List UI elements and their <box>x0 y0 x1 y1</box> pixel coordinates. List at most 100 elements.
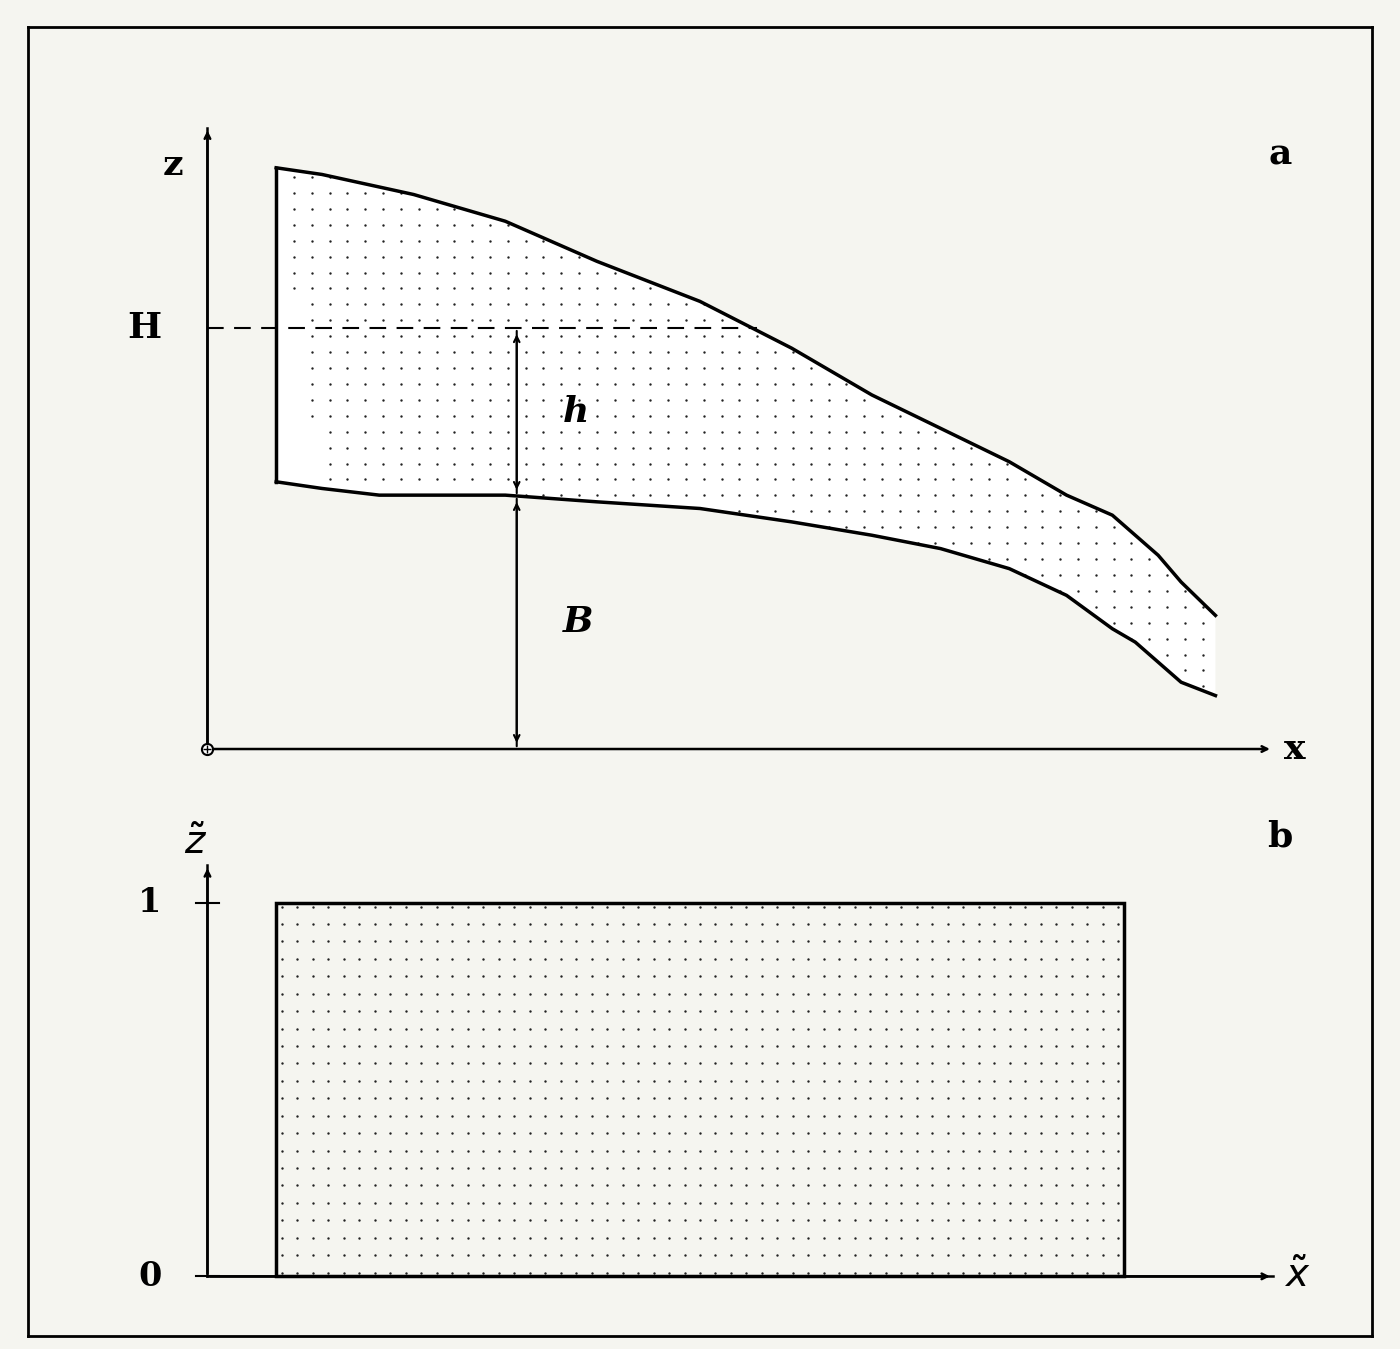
Point <box>503 1017 525 1039</box>
Point <box>532 374 554 395</box>
Point <box>301 1140 323 1161</box>
Point <box>781 948 804 970</box>
Point <box>704 1122 727 1144</box>
Point <box>983 1035 1005 1056</box>
Point <box>658 1017 680 1039</box>
Point <box>829 1193 851 1214</box>
Point <box>1092 1035 1114 1056</box>
Point <box>286 983 308 1005</box>
Point <box>812 913 834 935</box>
Point <box>1060 1210 1082 1232</box>
Point <box>812 966 834 987</box>
Point <box>581 1105 603 1126</box>
Point <box>627 1140 650 1161</box>
Point <box>860 931 882 952</box>
Point <box>444 229 466 251</box>
Point <box>1085 533 1107 554</box>
Point <box>283 198 305 220</box>
Point <box>746 325 769 347</box>
Point <box>890 1001 913 1023</box>
Point <box>693 309 715 331</box>
Point <box>640 389 662 410</box>
Point <box>487 1193 510 1214</box>
Point <box>1107 1001 1130 1023</box>
Point <box>301 1228 323 1249</box>
Point <box>673 1175 696 1197</box>
Point <box>503 1140 525 1161</box>
Point <box>640 484 662 506</box>
Point <box>829 1070 851 1091</box>
Point <box>333 983 356 1005</box>
Point <box>746 437 769 459</box>
Point <box>318 983 340 1005</box>
Point <box>389 246 412 267</box>
Point <box>389 325 412 347</box>
Point <box>766 896 788 917</box>
Point <box>704 1087 727 1109</box>
Point <box>566 1244 588 1265</box>
Point <box>818 517 840 538</box>
Point <box>472 1052 494 1074</box>
Point <box>441 913 463 935</box>
Point <box>983 1122 1005 1144</box>
Point <box>603 421 626 442</box>
Point <box>875 1210 897 1232</box>
Point <box>875 1244 897 1265</box>
Point <box>906 1052 928 1074</box>
Point <box>318 966 340 987</box>
Point <box>871 453 893 475</box>
Text: $\tilde{z}$: $\tilde{z}$ <box>185 824 207 862</box>
Point <box>270 1140 293 1161</box>
Point <box>937 1001 959 1023</box>
Point <box>461 405 483 426</box>
Point <box>673 1210 696 1232</box>
Point <box>967 1228 990 1249</box>
Point <box>952 1157 974 1179</box>
Point <box>487 913 510 935</box>
Point <box>1060 1193 1082 1214</box>
Point <box>379 966 402 987</box>
Point <box>812 1244 834 1265</box>
Point <box>1044 1035 1067 1056</box>
Point <box>518 966 540 987</box>
Point <box>643 1228 665 1249</box>
Point <box>906 484 928 506</box>
Point <box>349 913 371 935</box>
Point <box>1029 983 1051 1005</box>
Point <box>937 931 959 952</box>
Point <box>585 262 608 283</box>
Point <box>693 484 715 506</box>
Point <box>890 1017 913 1039</box>
Point <box>728 389 750 410</box>
Point <box>998 983 1021 1005</box>
Point <box>983 1228 1005 1249</box>
Point <box>549 1070 571 1091</box>
Point <box>1107 1052 1130 1074</box>
Point <box>952 1140 974 1161</box>
Point <box>426 1070 448 1091</box>
Point <box>585 278 608 299</box>
Point <box>349 983 371 1005</box>
Point <box>735 1001 757 1023</box>
Point <box>764 405 787 426</box>
Point <box>372 437 395 459</box>
Point <box>389 468 412 490</box>
Point <box>532 421 554 442</box>
Point <box>812 1035 834 1056</box>
Point <box>689 1070 711 1091</box>
Point <box>764 421 787 442</box>
Point <box>689 1017 711 1039</box>
Point <box>1049 533 1071 554</box>
Point <box>426 1261 448 1283</box>
Point <box>937 1122 959 1144</box>
Point <box>461 374 483 395</box>
Point <box>456 1210 479 1232</box>
Point <box>550 484 573 506</box>
Point <box>906 1017 928 1039</box>
Point <box>1060 1035 1082 1056</box>
Point <box>1173 643 1196 665</box>
Point <box>1085 548 1107 569</box>
Point <box>566 1035 588 1056</box>
Point <box>720 1070 742 1091</box>
Point <box>533 948 556 970</box>
